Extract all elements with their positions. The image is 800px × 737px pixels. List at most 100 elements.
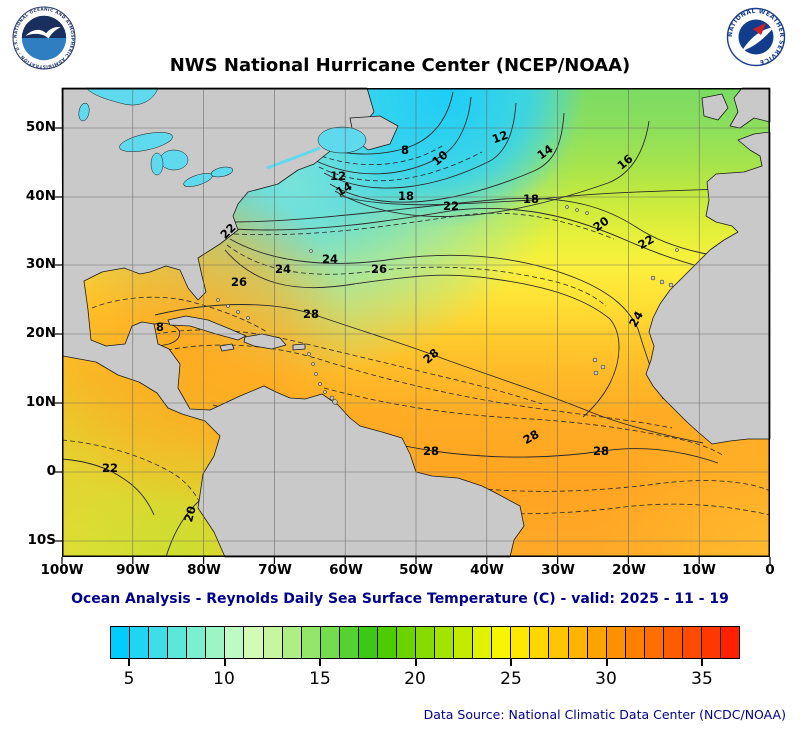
x-axis-label: 40W xyxy=(470,562,504,578)
x-axis-label: 60W xyxy=(329,562,363,578)
colorbar-tick xyxy=(415,659,417,666)
contour-label: 24 xyxy=(275,262,291,276)
colorbar-cell xyxy=(358,627,378,658)
colorbar-tick xyxy=(319,659,321,666)
colorbar-cell xyxy=(225,627,245,658)
nws-logo-graphic: NATIONAL WEATHER SERVICE xyxy=(726,7,786,67)
nws-logo: NATIONAL WEATHER SERVICE xyxy=(726,7,786,67)
contour-label: 8 xyxy=(401,143,409,157)
lake-huron xyxy=(159,149,189,171)
contour-label: 14 xyxy=(334,179,355,199)
colorbar-tick-label: 5 xyxy=(123,669,135,689)
map-caption: Ocean Analysis - Reynolds Daily Sea Surf… xyxy=(71,591,729,607)
colorbar-tick-label: 30 xyxy=(595,669,617,689)
colorbar-tick-label: 20 xyxy=(404,669,426,689)
contour-label: 26 xyxy=(231,275,247,289)
y-axis-label: 0 xyxy=(46,463,56,479)
x-axis-label: 70W xyxy=(258,562,292,578)
contour-label: 22 xyxy=(443,199,459,213)
hurricane-flag-icon xyxy=(753,23,766,35)
colorbar-cell xyxy=(606,627,626,658)
hudson-bay xyxy=(85,87,159,106)
land-hispaniola xyxy=(243,333,287,350)
y-axis-ticks xyxy=(55,127,62,542)
x-axis-label: 30W xyxy=(541,562,575,578)
contour-label: 22 xyxy=(102,461,118,475)
noaa-logo: NATIONAL OCEANIC AND ATMOSPHERIC ADMINIS… xyxy=(12,6,76,70)
colorbar-tick-label: 25 xyxy=(500,669,522,689)
seagull-icon xyxy=(25,26,61,39)
noaa-logo-graphic: NATIONAL OCEANIC AND ATMOSPHERIC ADMINIS… xyxy=(12,6,76,70)
x-axis-label: 50W xyxy=(399,562,433,578)
colorbar-cell xyxy=(587,627,607,658)
colorbar-cell xyxy=(549,627,569,658)
map-frame xyxy=(55,88,771,564)
colorbar-cell xyxy=(492,627,512,658)
y-axis-label: 20N xyxy=(25,325,56,341)
lake-ontario xyxy=(210,166,234,178)
contour-label: 20 xyxy=(181,504,199,523)
colorbar-cell xyxy=(301,627,321,658)
contour-labels: 8 10 12 14 16 12 14 18 22 18 20 22 22 24… xyxy=(102,128,656,524)
small-islands xyxy=(216,205,679,405)
colorbar-cell xyxy=(111,627,131,658)
colorbar-cell xyxy=(721,627,740,658)
colorbar-cell xyxy=(263,627,283,658)
colorbar-cell xyxy=(206,627,226,658)
colorbar-tick xyxy=(510,659,512,666)
colorbar-cell xyxy=(530,627,550,658)
page-title: NWS National Hurricane Center (NCEP/NOAA… xyxy=(169,55,631,76)
colorbar-tick xyxy=(224,659,226,666)
lakes-and-bays xyxy=(78,87,367,187)
y-axis-label: 50N xyxy=(25,119,56,135)
colorbar-cell xyxy=(454,627,474,658)
colorbar-cell xyxy=(701,627,721,658)
lake-winnipeg xyxy=(78,102,90,122)
colorbar-cell xyxy=(320,627,340,658)
colorbar-cell xyxy=(377,627,397,658)
data-source-text: Data Source: National Climatic Data Cent… xyxy=(423,707,786,722)
colorbar-cell xyxy=(339,627,359,658)
st-lawrence-river xyxy=(266,146,321,170)
colorbar-cell xyxy=(568,627,588,658)
x-axis-label: 10W xyxy=(682,562,716,578)
contour-label: 28 xyxy=(303,307,319,321)
colorbar-cell xyxy=(625,627,645,658)
sst-contours xyxy=(61,91,771,558)
y-axis-label: 10N xyxy=(25,394,56,410)
contour-label: 24 xyxy=(322,252,338,266)
contour-label: 26 xyxy=(371,262,387,276)
colorbar-cell xyxy=(244,627,264,658)
colorbar-cell xyxy=(130,627,150,658)
colorbar-tick-label: 15 xyxy=(309,669,331,689)
graticule xyxy=(62,88,770,557)
contour-label: 18 xyxy=(398,189,414,203)
colorbar-cell xyxy=(435,627,455,658)
x-axis-label: 20W xyxy=(612,562,646,578)
colorbar-cell xyxy=(644,627,664,658)
colorbar-tick xyxy=(128,659,130,666)
land-europe-africa xyxy=(645,131,771,445)
land-americas xyxy=(61,87,525,558)
y-axis-label: 10S xyxy=(27,532,56,548)
contour-label: 28 xyxy=(521,427,542,447)
contour-label: 22 xyxy=(636,232,657,252)
lake-michigan xyxy=(150,152,164,176)
contour-label: 28 xyxy=(423,444,439,458)
x-axis-ticks xyxy=(61,557,771,564)
x-axis-label: 90W xyxy=(116,562,150,578)
colorbar-tick-label: 10 xyxy=(213,669,235,689)
colorbar-cell xyxy=(187,627,207,658)
contour-label: 28 xyxy=(593,444,609,458)
gulf-of-st-lawrence xyxy=(317,126,367,154)
x-axis-label: 0 xyxy=(765,562,775,578)
contour-label: 18 xyxy=(523,192,539,206)
colorbar-cell xyxy=(511,627,531,658)
y-axis-label: 40N xyxy=(25,188,56,204)
colorbar-cell xyxy=(282,627,302,658)
colorbar-tick xyxy=(606,659,608,666)
colorbar-cell xyxy=(168,627,188,658)
colorbar xyxy=(110,626,740,659)
y-axis-label: 30N xyxy=(25,256,56,272)
colorbar-cell xyxy=(416,627,436,658)
